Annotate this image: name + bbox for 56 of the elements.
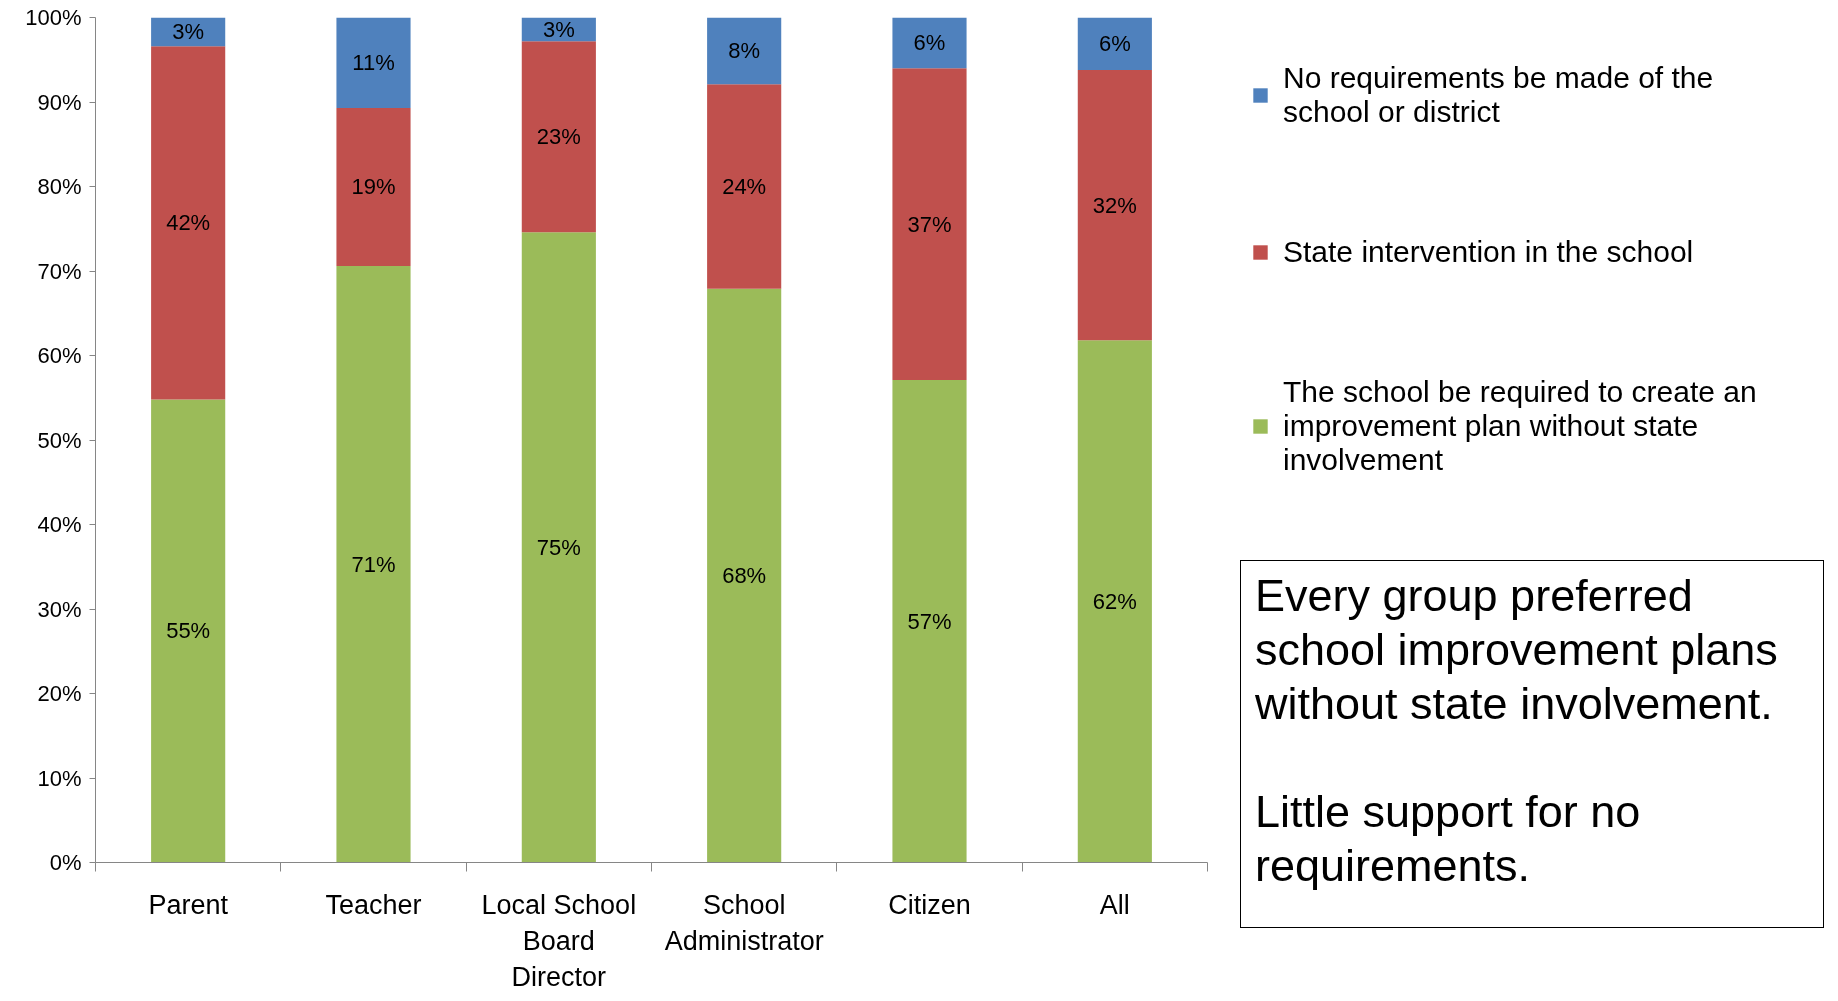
- y-tick-label: 100%: [25, 5, 82, 30]
- text: Little support for no requirements.: [1255, 786, 1641, 891]
- data-label: 6%: [913, 30, 946, 56]
- bar: [151, 46, 226, 400]
- data-label: 19%: [351, 174, 396, 200]
- data-label: 8%: [728, 38, 761, 64]
- bar: [1077, 69, 1152, 341]
- bar: [336, 107, 411, 266]
- x-tick-label: All: [1099, 889, 1130, 920]
- bar: [892, 17, 967, 69]
- x-tick-label: School Administrator: [664, 889, 824, 956]
- bar: [1077, 17, 1152, 70]
- y-tick-label: 50%: [37, 427, 82, 453]
- bar: [151, 399, 226, 863]
- data-label: 32%: [1092, 192, 1137, 218]
- data-label: 11%: [352, 50, 395, 76]
- y-tick-label: 30%: [37, 596, 82, 622]
- y-tick-label: 60%: [37, 343, 82, 368]
- data-label: 42%: [166, 210, 211, 236]
- x-tick-label: Teacher: [325, 889, 422, 920]
- data-label: 6%: [1098, 31, 1131, 57]
- data-label: 23%: [536, 124, 581, 150]
- data-label: 37%: [907, 211, 952, 237]
- y-tick-label: 80%: [37, 174, 82, 199]
- legend-label: No requirements be made of the school or district: [1283, 61, 1714, 129]
- bar: [521, 232, 596, 863]
- bar: [892, 380, 967, 863]
- bar: [521, 41, 596, 233]
- bar: [336, 265, 411, 863]
- y-tick-label: 90%: [37, 89, 82, 115]
- bar: [892, 68, 967, 381]
- data-label: 62%: [1092, 588, 1137, 614]
- data-label: 75%: [536, 534, 581, 560]
- data-label: 3%: [542, 16, 575, 42]
- text: Every group preferred school improvement plans without state involvement.: [1255, 570, 1778, 729]
- bar: [336, 17, 411, 108]
- y-tick-label: 40%: [37, 512, 82, 537]
- y-tick-label: 0%: [49, 850, 82, 875]
- bar: [707, 17, 782, 85]
- y-tick-label: 70%: [37, 258, 82, 284]
- data-label: 3%: [172, 19, 205, 45]
- legend-label: State intervention in the school: [1283, 234, 1694, 270]
- data-label: 57%: [907, 608, 952, 634]
- y-tick-label: 10%: [37, 765, 82, 791]
- data-label: 24%: [722, 174, 767, 199]
- data-label: 55%: [166, 618, 211, 644]
- x-tick-label: Citizen: [888, 889, 971, 920]
- bar: [1077, 340, 1152, 863]
- data-label: 68%: [722, 563, 767, 589]
- bar: [707, 288, 782, 863]
- x-tick-label: Local School Board Director: [481, 889, 637, 992]
- y-tick-label: 20%: [37, 681, 82, 706]
- legend-label: The school be required to create an improvement plan without state involvement: [1283, 375, 1757, 477]
- bar: [707, 84, 782, 289]
- data-label: 71%: [351, 551, 396, 577]
- x-tick-label: Parent: [148, 889, 229, 920]
